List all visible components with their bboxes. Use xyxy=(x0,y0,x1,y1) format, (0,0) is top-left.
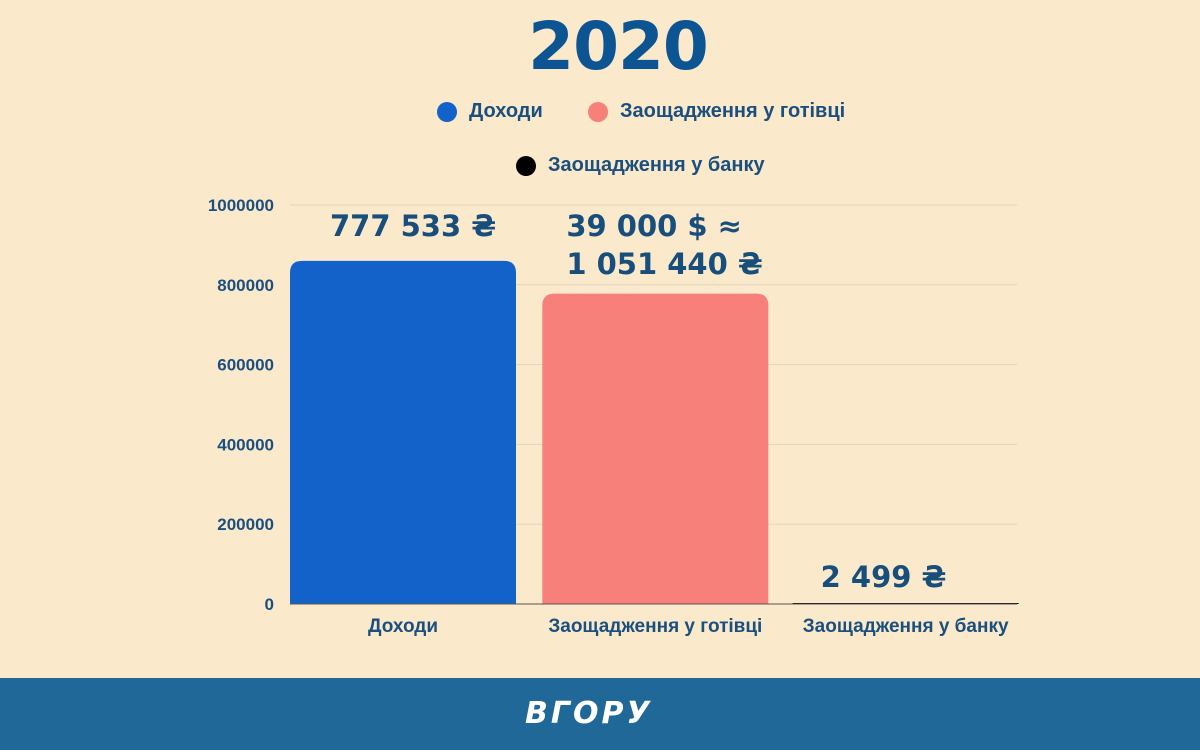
x-tick-label: Заощадження у готівці xyxy=(548,616,762,637)
legend-item-cash-savings: Заощадження у готівці xyxy=(588,100,845,123)
y-tick-label: 600000 xyxy=(217,356,274,375)
legend-label-cash-savings: Заощадження у готівці xyxy=(620,100,846,122)
legend-label-bank-savings: Заощадження у банку xyxy=(548,154,765,176)
data-label: 777 533 ₴ xyxy=(330,209,496,243)
data-label: 2 499 ₴ xyxy=(821,560,947,594)
chart-title: 2020 xyxy=(528,8,709,85)
y-tick-label: 400000 xyxy=(217,435,274,454)
legend-dot-income xyxy=(437,101,457,122)
data-label: 39 000 $ ≈ xyxy=(566,209,742,243)
x-tick-label: Заощадження у банку xyxy=(803,616,1009,637)
y-tick-label: 200000 xyxy=(217,515,274,534)
data-label: 1 051 440 ₴ xyxy=(566,247,762,281)
y-tick-label: 800000 xyxy=(217,276,274,295)
bar xyxy=(542,293,769,604)
y-tick-label: 0 xyxy=(265,595,274,614)
vhoru-logo: ВГОРУ xyxy=(525,699,653,729)
legend-item-bank-savings: Заощадження у банку xyxy=(516,154,765,177)
y-tick-label: 1000000 xyxy=(208,196,274,215)
legend-dot-bank-savings xyxy=(516,155,536,176)
x-tick-label: Доходи xyxy=(368,616,438,637)
legend-item-income: Доходи xyxy=(437,100,543,123)
logo-text: ВГОРУ xyxy=(525,696,653,731)
legend-dot-cash-savings xyxy=(588,101,608,122)
bar-chart: 0 200000 400000 600000 800000 1000000 Доходи 77… xyxy=(208,196,1019,637)
bar xyxy=(290,260,516,604)
legend-label-income: Доходи xyxy=(469,100,543,122)
footer-bar: ВГОРУ xyxy=(0,678,1200,750)
